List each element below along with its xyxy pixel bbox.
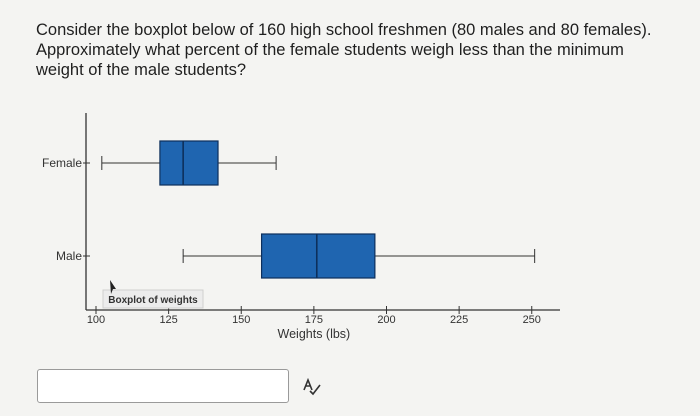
x-tick-label-150: 150 [232, 314, 250, 326]
question-line-2: Approximately what percent of the female… [36, 41, 624, 59]
y-label-female: Female [42, 156, 82, 170]
y-label-male: Male [56, 249, 82, 263]
question-line-1: Consider the boxplot below of 160 high s… [36, 21, 652, 39]
chart-title: Boxplot of weights [108, 295, 198, 306]
x-tick-label-125: 125 [159, 314, 177, 326]
x-tick-label-225: 225 [450, 314, 468, 326]
male-box [260, 233, 376, 279]
answer-input[interactable] [37, 369, 289, 403]
question-line-3: weight of the male students? [36, 61, 247, 79]
mouse-pointer-icon [110, 280, 116, 294]
x-tick-label-250: 250 [523, 314, 541, 326]
question-text: Consider the boxplot below of 160 high s… [36, 20, 676, 80]
female-box [159, 140, 219, 186]
chart-title-box [102, 289, 204, 309]
spell-check-icon[interactable] [302, 378, 322, 396]
x-axis-label: Weights (lbs) [278, 327, 351, 341]
x-tick-label-200: 200 [377, 314, 395, 326]
x-tick-label-100: 100 [87, 314, 105, 326]
x-tick-label-175: 175 [305, 314, 323, 326]
